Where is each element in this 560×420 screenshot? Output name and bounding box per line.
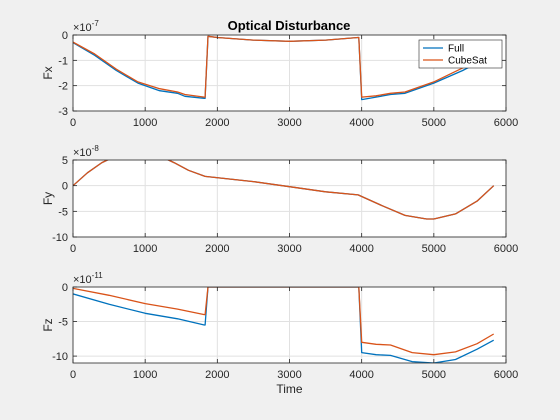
series-line-cubesat: [73, 35, 492, 98]
x-tick-label: 4000: [349, 243, 373, 255]
y-tick-label: 0: [62, 30, 68, 42]
exponent-power: -7: [92, 19, 100, 28]
legend-entry-cubesat: CubeSat: [448, 56, 487, 67]
x-tick-label: 4000: [349, 117, 373, 129]
x-tick-label: 2000: [205, 369, 229, 381]
x-tick-label: 0: [70, 369, 76, 381]
x-tick-label: 1000: [133, 117, 157, 129]
subplot-fx: 0 1000 2000 3000 4000 5000 6000 0 -1 -2 -3 ×10-7 Fx F…: [41, 19, 518, 129]
x-tick-label: 5000: [422, 243, 446, 255]
exponent-base: ×10: [73, 22, 92, 34]
legend-box: [418, 39, 503, 69]
x-tick-label: 3000: [277, 369, 301, 381]
x-tick-label: 1000: [133, 369, 157, 381]
series-line-cubesat: [73, 160, 495, 220]
y-axis-label: Fy: [41, 192, 55, 205]
x-tick-label: 6000: [494, 369, 518, 381]
x-tick-label: 3000: [277, 243, 301, 255]
x-tick-label: 4000: [349, 369, 373, 381]
exponent-power: -11: [92, 271, 104, 280]
x-tick-label: 5000: [422, 369, 446, 381]
x-tick-label: 3000: [277, 117, 301, 129]
legend-entry-full: Full: [448, 44, 464, 55]
y-tick-label: -5: [58, 206, 68, 218]
subplots: 0 1000 2000 3000 4000 5000 60000-1-2-3×10-7FxF…: [41, 19, 518, 396]
x-tick-label: 5000: [422, 117, 446, 129]
x-tick-label: 2000: [205, 243, 229, 255]
x-tick-label: 0: [70, 117, 76, 129]
y-exponent-label: ×10-11: [73, 271, 103, 286]
exponent-base: ×10: [73, 274, 92, 286]
exponent-base: ×10: [73, 147, 92, 159]
y-exponent-label: ×10-7: [73, 19, 99, 34]
y-exponent-label: ×10-8: [73, 144, 99, 159]
y-tick-label: 5: [62, 155, 68, 167]
x-tick-label: 6000: [494, 117, 518, 129]
y-tick-label: -3: [58, 106, 68, 118]
y-tick-label: -1: [58, 55, 68, 67]
y-tick-label: -10: [52, 232, 68, 244]
y-tick-label: 0: [62, 282, 68, 294]
x-axis-label: Time: [276, 382, 303, 396]
x-tick-label: 1000: [133, 243, 157, 255]
figure-title: Optical Disturbance: [228, 18, 351, 33]
x-tick-label: 6000: [494, 243, 518, 255]
y-tick-label: -10: [52, 351, 68, 363]
exponent-power: -8: [92, 144, 100, 153]
y-tick-label: -2: [58, 81, 68, 93]
x-tick-label: 2000: [205, 117, 229, 129]
y-tick-label: -5: [58, 317, 68, 329]
x-tick-label: 0: [70, 243, 76, 255]
series-line-full: [73, 287, 495, 363]
y-axis-label: Fz: [41, 318, 55, 331]
series-line-cubesat: [73, 287, 495, 356]
y-axis-label: Fx: [41, 66, 55, 79]
y-tick-label: 0: [62, 181, 68, 193]
subplot-fz: 0 1000 2000 3000 4000 5000 6000 0 -5 -10 ×10-11 Fz T…: [41, 271, 518, 396]
subplot-fy: 0 1000 2000 3000 4000 5000 6000 5 0 -5 -10 ×10-8 Fy: [41, 144, 518, 255]
